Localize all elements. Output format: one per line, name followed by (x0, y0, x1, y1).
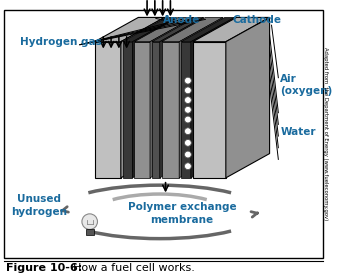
Polygon shape (162, 42, 179, 178)
Polygon shape (160, 17, 203, 178)
Text: Cathode: Cathode (233, 15, 281, 25)
Polygon shape (135, 42, 150, 178)
Circle shape (184, 140, 191, 146)
Circle shape (82, 214, 98, 229)
Polygon shape (135, 17, 194, 42)
Text: Air
(oxygen): Air (oxygen) (280, 74, 333, 96)
Text: Adapted from  the Department of Energy (www.fueleconomy.gov): Adapted from the Department of Energy (w… (324, 47, 328, 221)
Text: How a fuel cell works.: How a fuel cell works. (66, 263, 195, 273)
Bar (86, 229, 93, 235)
Polygon shape (193, 17, 270, 42)
Text: Polymer exchange
membrane: Polymer exchange membrane (128, 202, 236, 225)
Text: Water: Water (280, 127, 316, 137)
Text: Anode: Anode (163, 15, 201, 25)
Polygon shape (123, 42, 133, 178)
Polygon shape (179, 17, 223, 178)
Polygon shape (181, 17, 235, 42)
Circle shape (184, 163, 191, 170)
Text: Unused
hydrogen: Unused hydrogen (11, 194, 67, 217)
Polygon shape (94, 42, 121, 178)
Circle shape (184, 116, 191, 123)
Polygon shape (133, 17, 176, 178)
Circle shape (184, 128, 191, 134)
Polygon shape (152, 42, 160, 178)
Circle shape (184, 151, 191, 158)
Polygon shape (150, 17, 194, 178)
Polygon shape (226, 17, 270, 178)
Text: Hydrogen gas: Hydrogen gas (20, 37, 101, 47)
Polygon shape (191, 17, 235, 178)
Polygon shape (121, 17, 165, 178)
Polygon shape (94, 17, 165, 42)
Polygon shape (193, 42, 226, 178)
Circle shape (184, 106, 191, 113)
Polygon shape (181, 42, 191, 178)
Circle shape (184, 87, 191, 94)
Text: Figure 10-6:: Figure 10-6: (6, 263, 82, 273)
Circle shape (184, 77, 191, 84)
Polygon shape (123, 17, 176, 42)
Circle shape (184, 97, 191, 104)
Polygon shape (152, 17, 203, 42)
Polygon shape (162, 17, 223, 42)
